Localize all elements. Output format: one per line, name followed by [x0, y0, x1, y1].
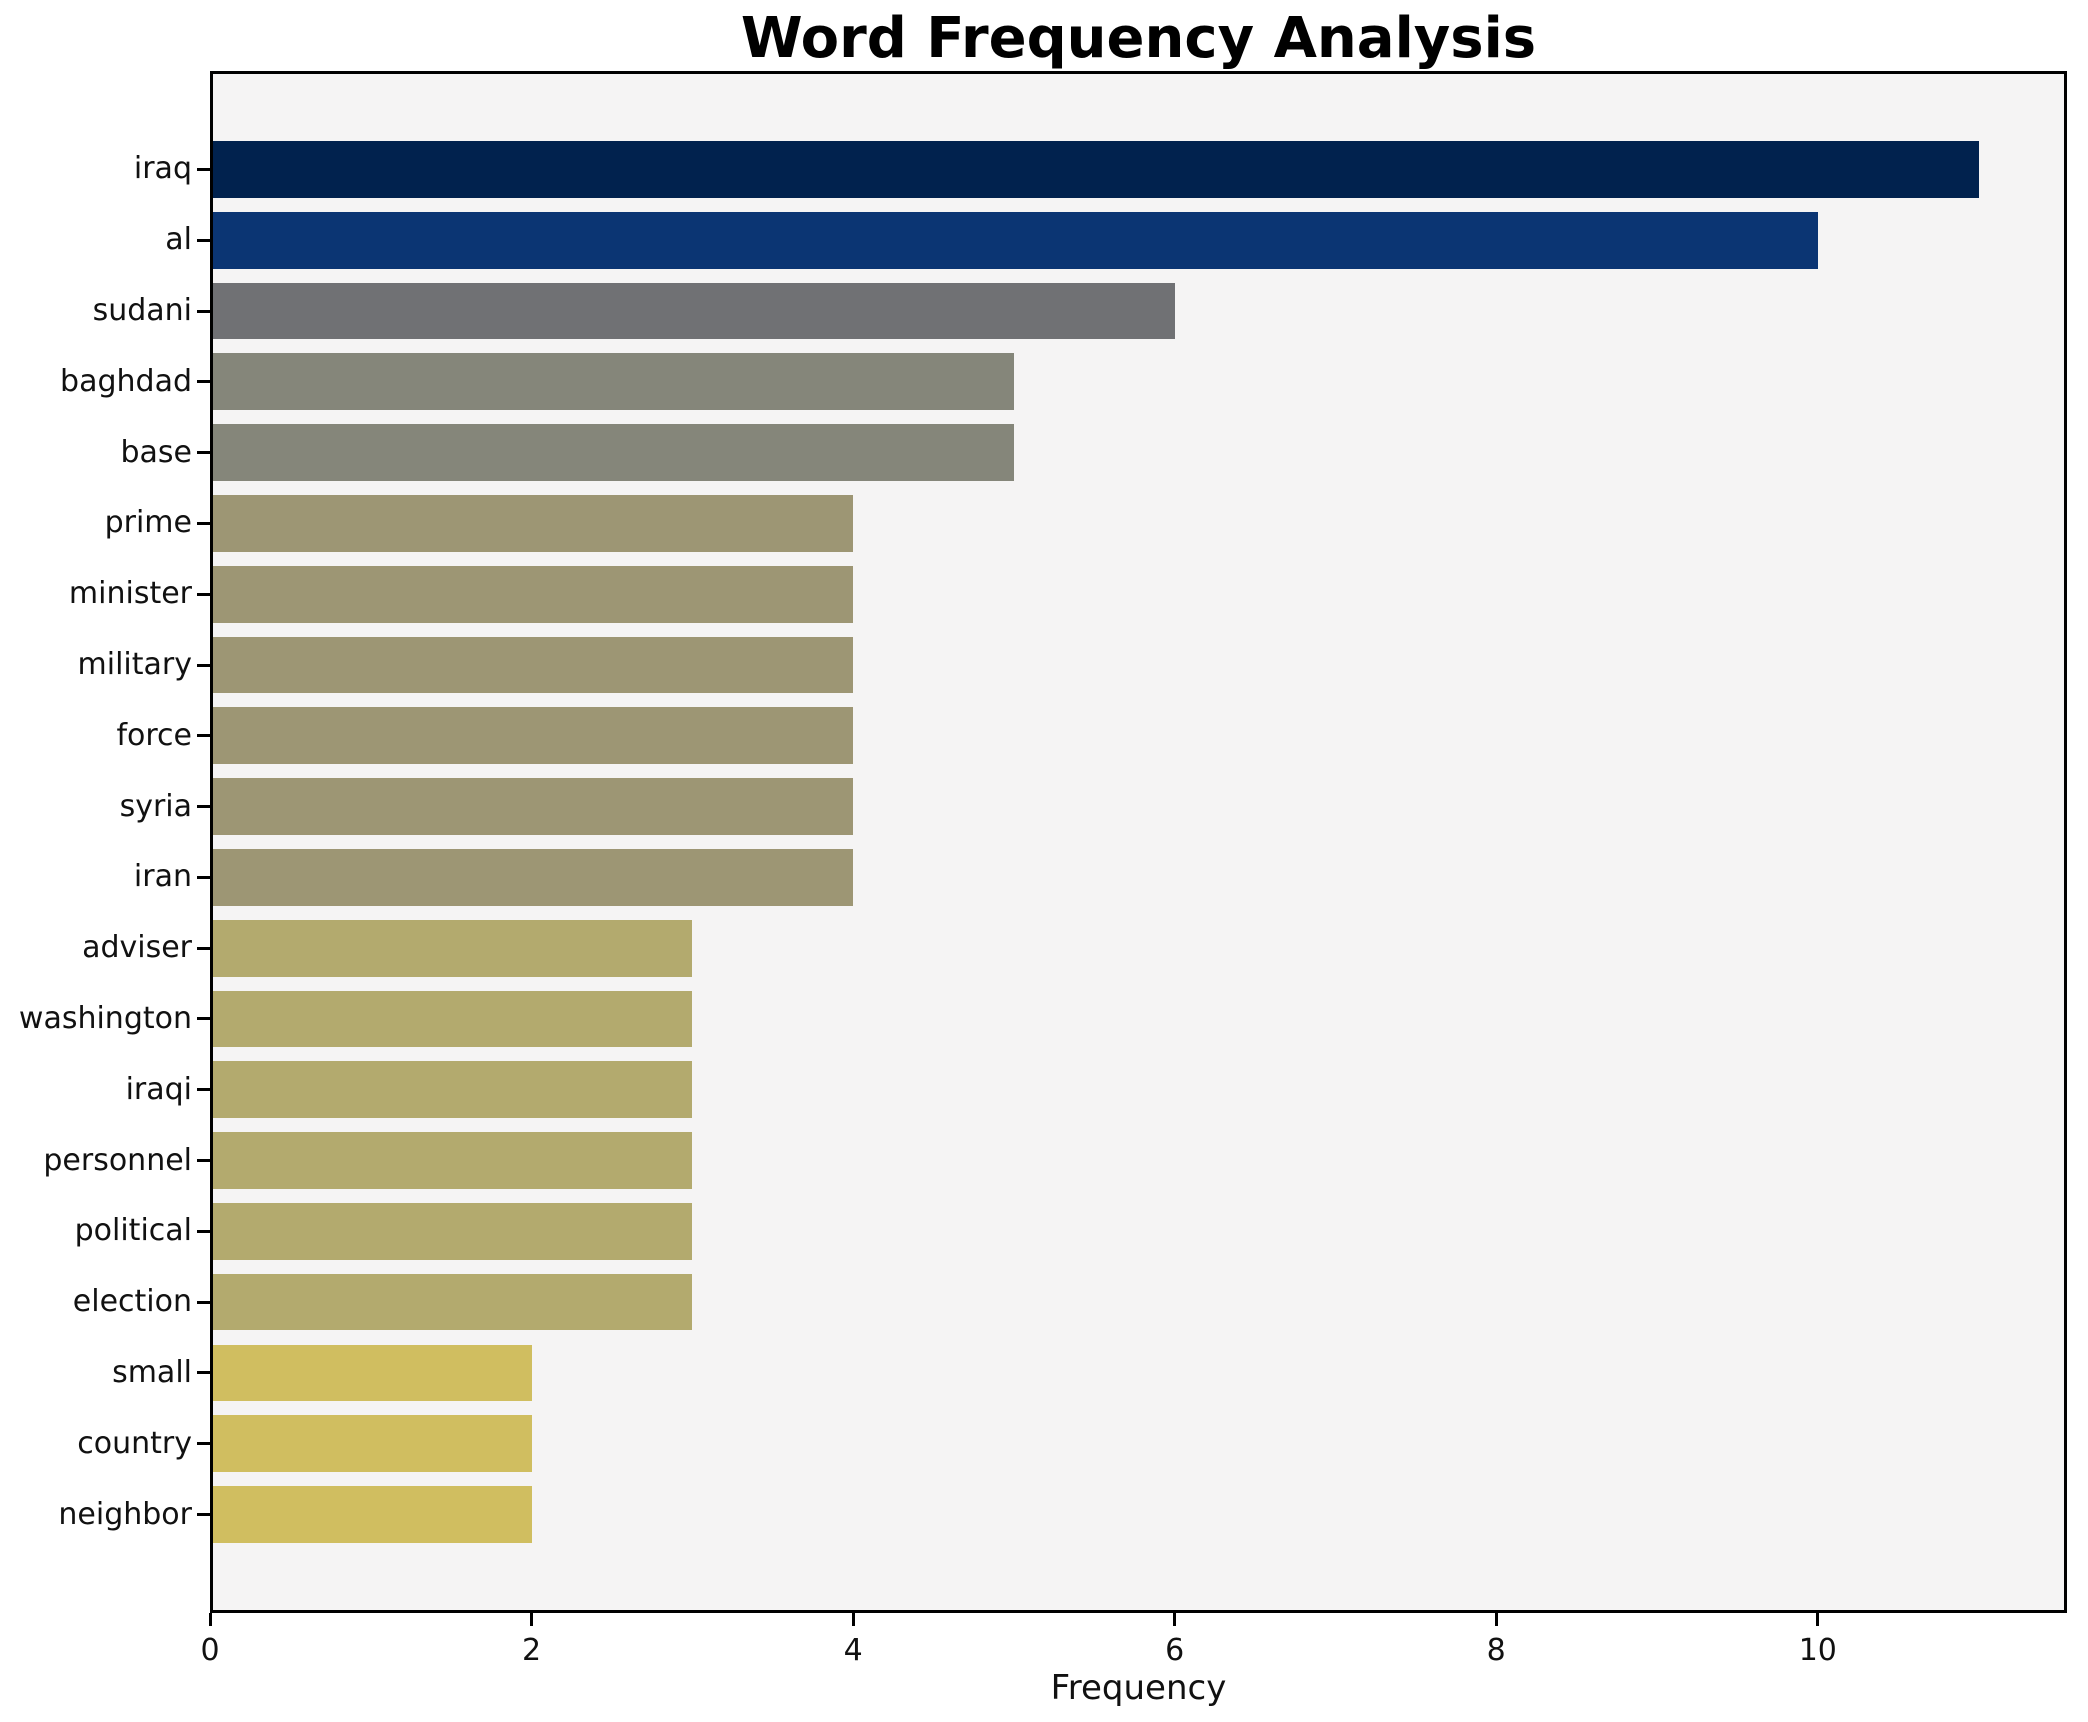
y-tick-label-force: force [116, 717, 192, 753]
y-tick-mark [197, 1017, 210, 1021]
y-tick-label-base: base [120, 434, 192, 470]
y-tick-label-al: al [165, 222, 192, 258]
plot-border [210, 71, 2067, 1613]
bar-neighbor [210, 1486, 532, 1543]
y-tick-label-prime: prime [104, 505, 192, 541]
bar-al [210, 211, 1818, 269]
x-tick-label-10: 10 [1798, 1633, 1837, 1668]
plot-area [210, 71, 2067, 1613]
y-tick-mark [197, 734, 210, 738]
bar-personnel [210, 1132, 693, 1189]
y-tick-label-small: small [112, 1354, 192, 1390]
x-tick-label-8: 8 [1486, 1633, 1506, 1668]
bar-iran [210, 849, 854, 906]
x-tick-mark [1494, 1613, 1498, 1626]
y-tick-label-adviser: adviser [82, 930, 192, 966]
y-tick-mark [197, 1513, 210, 1517]
y-tick-mark [197, 1371, 210, 1375]
y-tick-label-election: election [72, 1284, 192, 1320]
bar-base [210, 424, 1014, 481]
y-tick-label-minister: minister [68, 576, 192, 612]
x-axis-label: Frequency [1050, 1668, 1227, 1708]
x-tick-label-2: 2 [522, 1633, 542, 1668]
y-tick-mark [197, 521, 210, 525]
bar-military [210, 636, 854, 694]
y-tick-mark [197, 946, 210, 950]
bar-sudani [210, 282, 1175, 340]
y-tick-label-iran: iran [133, 859, 192, 895]
x-tick-label-4: 4 [843, 1633, 863, 1668]
bar-washington [210, 990, 693, 1048]
bar-country [210, 1415, 532, 1473]
y-tick-label-personnel: personnel [43, 1142, 192, 1178]
y-tick-mark [197, 805, 210, 809]
y-tick-mark [197, 1088, 210, 1092]
x-tick-mark [530, 1613, 534, 1626]
y-tick-mark [197, 1159, 210, 1163]
y-tick-mark [197, 380, 210, 384]
y-tick-label-military: military [77, 647, 192, 682]
bar-prime [210, 495, 854, 552]
y-tick-mark [197, 875, 210, 879]
y-tick-mark [197, 238, 210, 242]
y-tick-mark [197, 592, 210, 596]
x-tick-mark [1816, 1613, 1820, 1626]
y-tick-label-iraq: iraq [133, 151, 192, 187]
bar-adviser [210, 919, 693, 977]
y-tick-mark [197, 1229, 210, 1233]
bar-minister [210, 565, 854, 623]
y-tick-label-baghdad: baghdad [60, 363, 192, 399]
x-tick-mark [1173, 1613, 1177, 1626]
x-tick-mark [851, 1613, 855, 1626]
bar-political [210, 1203, 693, 1260]
bar-force [210, 707, 854, 765]
bar-election [210, 1273, 693, 1331]
x-tick-label-6: 6 [1165, 1633, 1185, 1668]
x-tick-label-0: 0 [200, 1633, 220, 1668]
chart-title: Word Frequency Analysis [740, 6, 1537, 71]
y-tick-mark [197, 167, 210, 171]
y-tick-label-country: country [77, 1425, 192, 1461]
y-tick-mark [197, 309, 210, 313]
x-tick-mark [208, 1613, 212, 1626]
y-tick-label-political: political [74, 1213, 192, 1249]
bar-baghdad [210, 353, 1014, 411]
y-tick-label-syria: syria [119, 788, 192, 824]
bar-syria [210, 778, 854, 835]
bar-small [210, 1344, 532, 1402]
bar-iraq [210, 141, 1979, 198]
y-tick-mark [197, 1442, 210, 1446]
y-tick-label-washington: washington [18, 1000, 192, 1036]
y-tick-label-sudani: sudani [92, 293, 192, 328]
y-tick-label-neighbor: neighbor [58, 1496, 192, 1532]
y-tick-mark [197, 1300, 210, 1304]
y-tick-mark [197, 663, 210, 667]
y-tick-label-iraqi: iraqi [125, 1071, 192, 1107]
bar-iraqi [210, 1061, 693, 1119]
y-tick-mark [197, 451, 210, 455]
